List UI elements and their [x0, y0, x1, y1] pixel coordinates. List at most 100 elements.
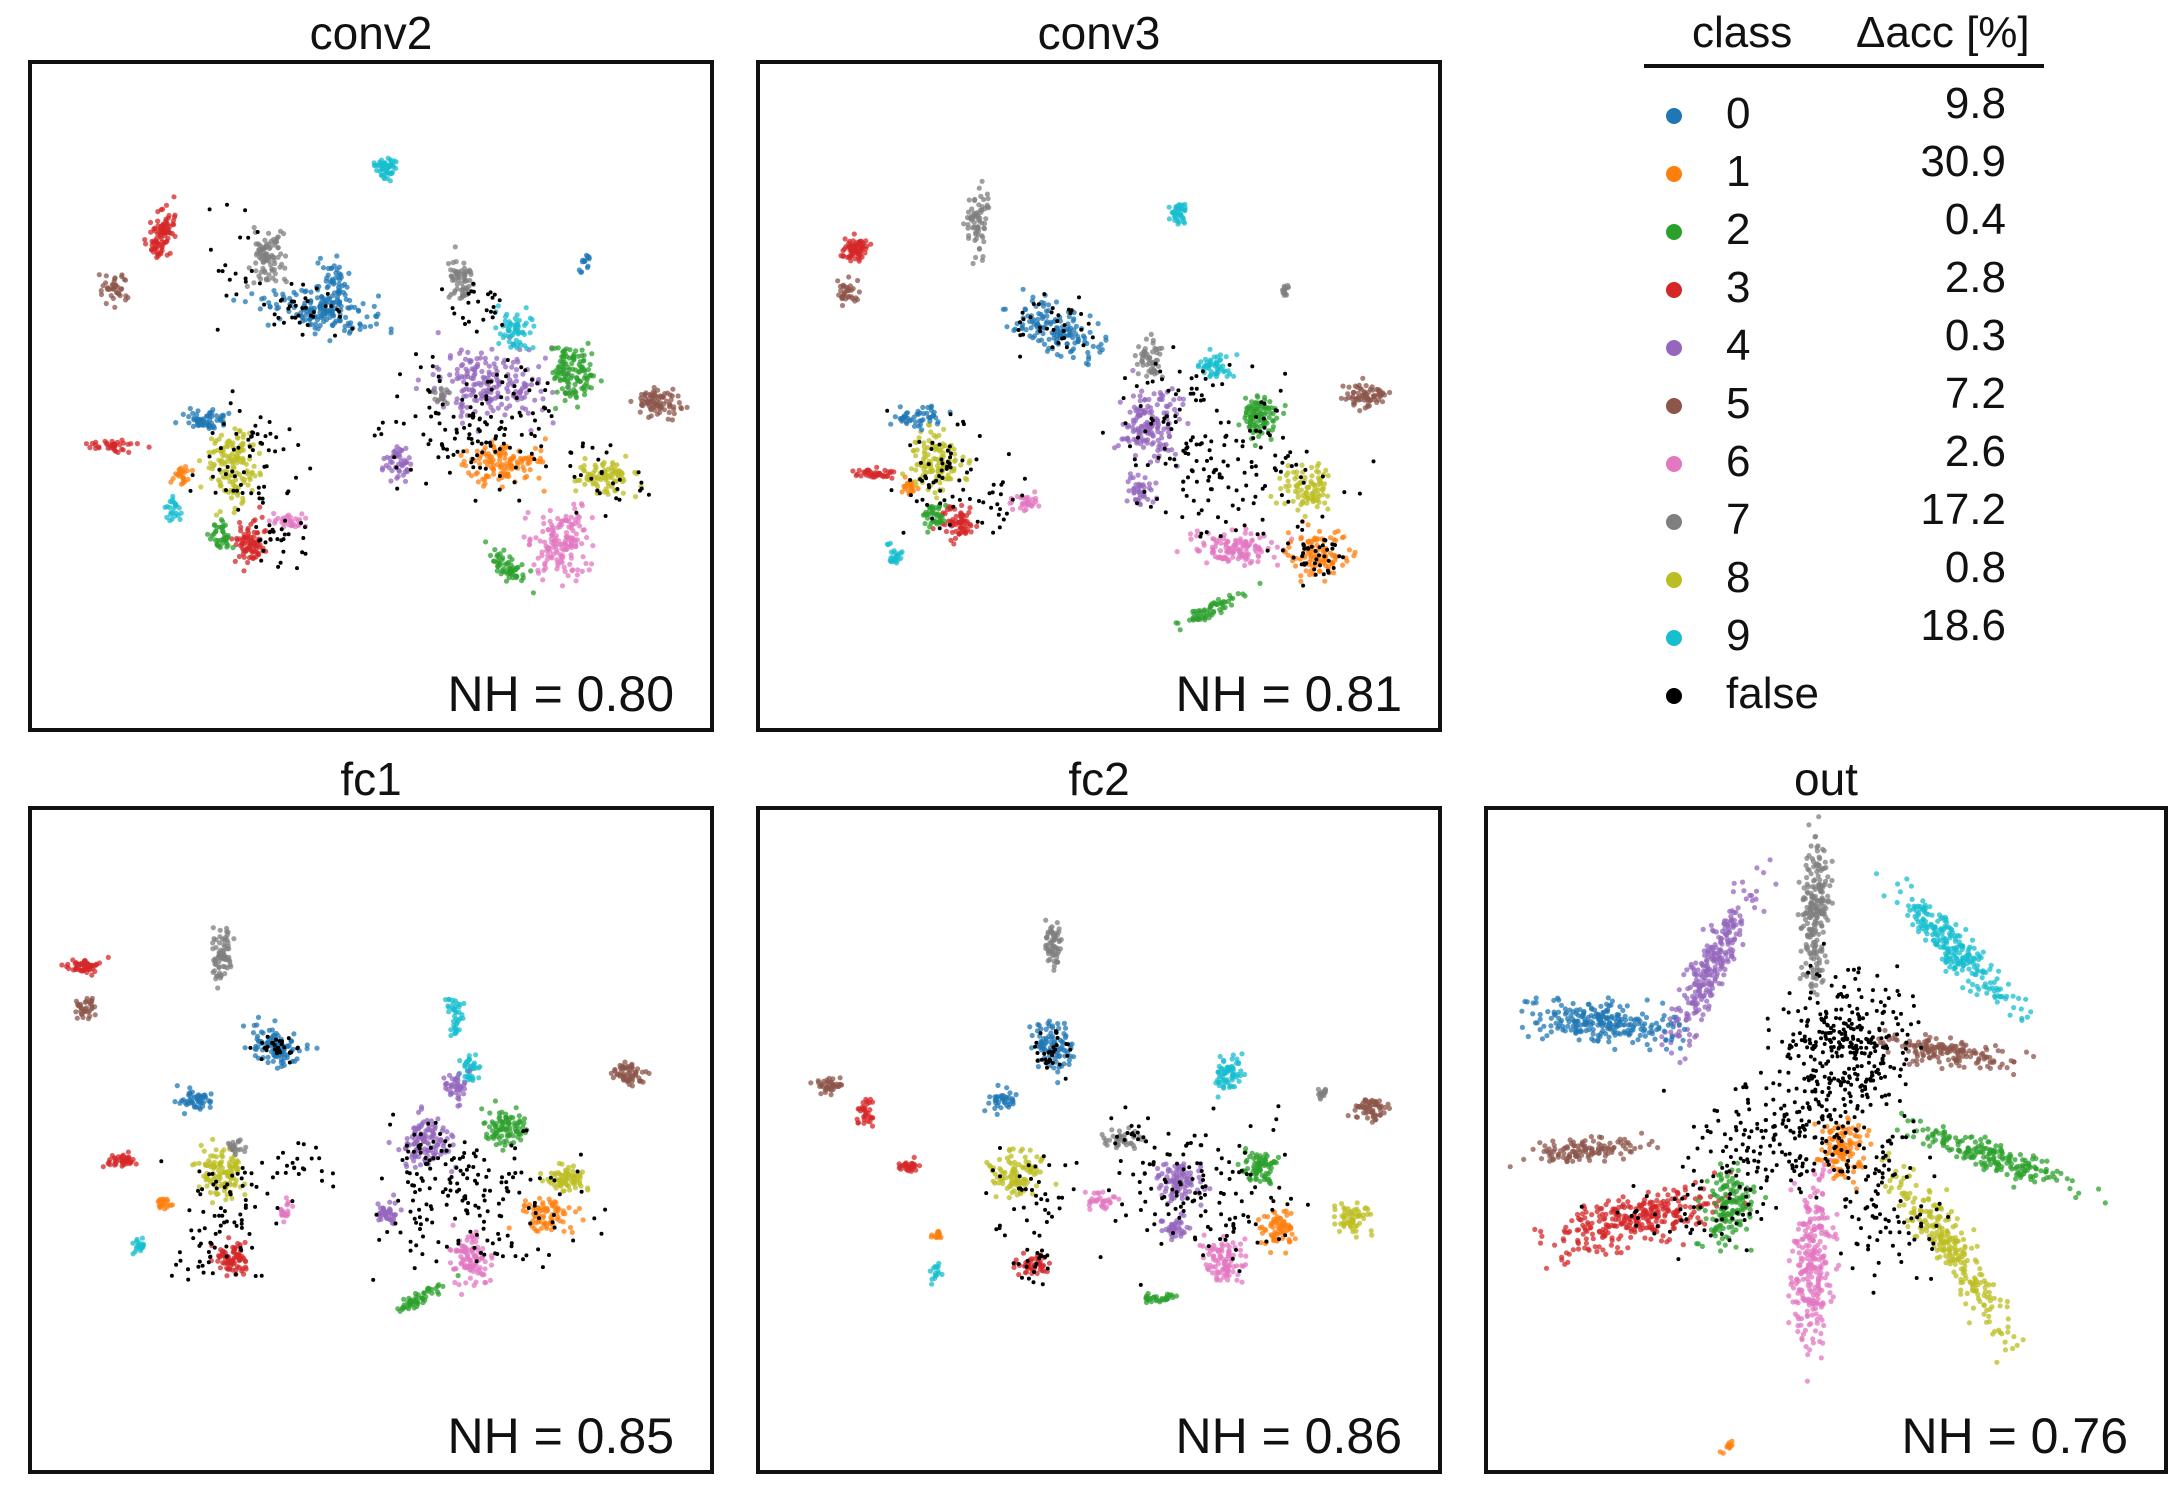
scatter-point-class-0 [180, 411, 186, 417]
scatter-point-false [437, 379, 442, 384]
scatter-point-class-5 [626, 1077, 632, 1083]
scatter-point-class-3 [889, 475, 895, 481]
scatter-point-class-7 [1140, 359, 1146, 365]
scatter-point-class-5 [664, 398, 670, 404]
scatter-point-false [259, 558, 264, 563]
scatter-point-class-8 [908, 466, 915, 472]
scatter-point-class-5 [110, 295, 116, 301]
scatter-point-class-9 [1223, 354, 1229, 360]
scatter-point-class-3 [943, 528, 949, 535]
scatter-plot [59, 925, 652, 1314]
scatter-point-class-0 [1000, 306, 1006, 312]
scatter-point-class-8 [1320, 487, 1326, 493]
scatter-point-class-8 [224, 443, 230, 449]
scatter-point-class-9 [167, 498, 173, 505]
scatter-point-class-3 [877, 470, 883, 477]
scatter-point-class-2 [550, 370, 556, 376]
scatter-point-false [1158, 369, 1163, 374]
scatter-point-class-4 [395, 473, 401, 480]
scatter-point-class-6 [1014, 493, 1020, 500]
scatter-point-class-5 [678, 406, 685, 412]
scatter-point-class-6 [526, 542, 532, 548]
scatter-point-class-2 [1270, 411, 1276, 417]
scatter-point-class-5 [1361, 390, 1368, 396]
scatter-point-class-4 [1166, 433, 1173, 439]
scatter-point-class-7 [281, 276, 287, 282]
scatter-point-false [1164, 414, 1169, 419]
scatter-point-class-3 [158, 207, 164, 213]
scatter-point-class-8 [1305, 484, 1311, 490]
scatter-point-false [1079, 327, 1084, 332]
scatter-point-false [1223, 519, 1228, 524]
scatter-point-false [1163, 510, 1168, 515]
scatter-point-class-7 [972, 237, 978, 243]
scatter-point-class-8 [925, 445, 931, 451]
scatter-point-false [1234, 488, 1239, 493]
scatter-point-false [479, 441, 484, 446]
scatter-point-class-8 [251, 463, 257, 469]
scatter-point-false [1077, 295, 1081, 300]
scatter-point-class-1 [1346, 547, 1352, 553]
scatter-point-class-4 [1137, 429, 1143, 435]
scatter-point-class-0 [1070, 335, 1076, 341]
scatter-point-false [1260, 517, 1265, 522]
scatter-point-class-8 [582, 481, 588, 487]
scatter-point-class-5 [671, 404, 677, 410]
scatter-point-class-0 [186, 420, 192, 426]
scatter-point-class-7 [984, 204, 991, 210]
scatter-point-class-5 [110, 281, 116, 287]
scatter-point-false [950, 494, 955, 499]
scatter-point-class-7 [468, 271, 474, 277]
scatter-point-class-8 [927, 468, 933, 474]
scatter-point-false [493, 449, 498, 454]
scatter-point-class-8 [560, 1188, 566, 1194]
scatter-point-class-0 [1075, 338, 1081, 344]
scatter-point-false [257, 281, 262, 286]
scatter-point-false [452, 311, 457, 316]
scatter-point-false [491, 305, 496, 309]
scatter-point-false [451, 414, 456, 419]
scatter-point-class-0 [915, 408, 921, 414]
scatter-point-false [488, 443, 493, 448]
scatter-point-class-1 [1327, 550, 1334, 556]
scatter-point-false [990, 490, 995, 495]
scatter-point-false [290, 315, 295, 320]
scatter-point-class-0 [1070, 318, 1076, 324]
scatter-point-false [477, 416, 482, 421]
scatter-point-class-4 [1148, 487, 1154, 493]
scatter-point-class-2 [1213, 601, 1219, 608]
scatter-point-class-3 [868, 471, 874, 478]
scatter-point-class-6 [539, 549, 545, 555]
scatter-point-false [1281, 435, 1285, 440]
scatter-point-class-2 [214, 541, 220, 547]
scatter-point-class-6 [537, 538, 543, 544]
scatter-point-class-6 [1237, 553, 1243, 559]
scatter-point-false [497, 447, 502, 451]
scatter-point-class-2 [1225, 598, 1231, 605]
scatter-point-class-7 [452, 288, 458, 294]
scatter-point-class-7 [463, 285, 469, 291]
scatter-point-class-5 [855, 277, 861, 284]
scatter-point-class-4 [493, 365, 499, 371]
scatter-point-false [286, 532, 291, 537]
scatter-point-class-3 [94, 962, 100, 968]
scatter-point-false [466, 291, 471, 296]
scatter-point-class-2 [1175, 620, 1181, 626]
scatter-point-false [1028, 315, 1033, 320]
scatter-point-false [1280, 460, 1285, 465]
scatter-point-class-1 [1321, 547, 1327, 553]
scatter-point-false [1206, 498, 1211, 503]
scatter-point-class-7 [965, 222, 971, 228]
scatter-point-false [546, 409, 551, 413]
scatter-point-class-8 [220, 474, 226, 480]
scatter-point-class-4 [1172, 406, 1178, 413]
scatter-point-class-4 [383, 462, 389, 469]
scatter-point-class-0 [1085, 362, 1091, 368]
scatter-point-class-6 [1242, 530, 1248, 536]
scatter-point-class-6 [463, 1249, 469, 1255]
scatter-point-class-2 [512, 1122, 518, 1129]
scatter-point-false [1300, 527, 1305, 532]
scatter-point-class-2 [506, 575, 512, 581]
scatter-point-class-8 [935, 468, 941, 474]
scatter-point-class-6 [561, 564, 567, 570]
